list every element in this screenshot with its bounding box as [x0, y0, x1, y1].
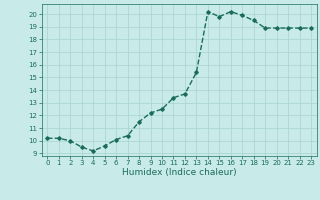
X-axis label: Humidex (Indice chaleur): Humidex (Indice chaleur) — [122, 168, 236, 177]
